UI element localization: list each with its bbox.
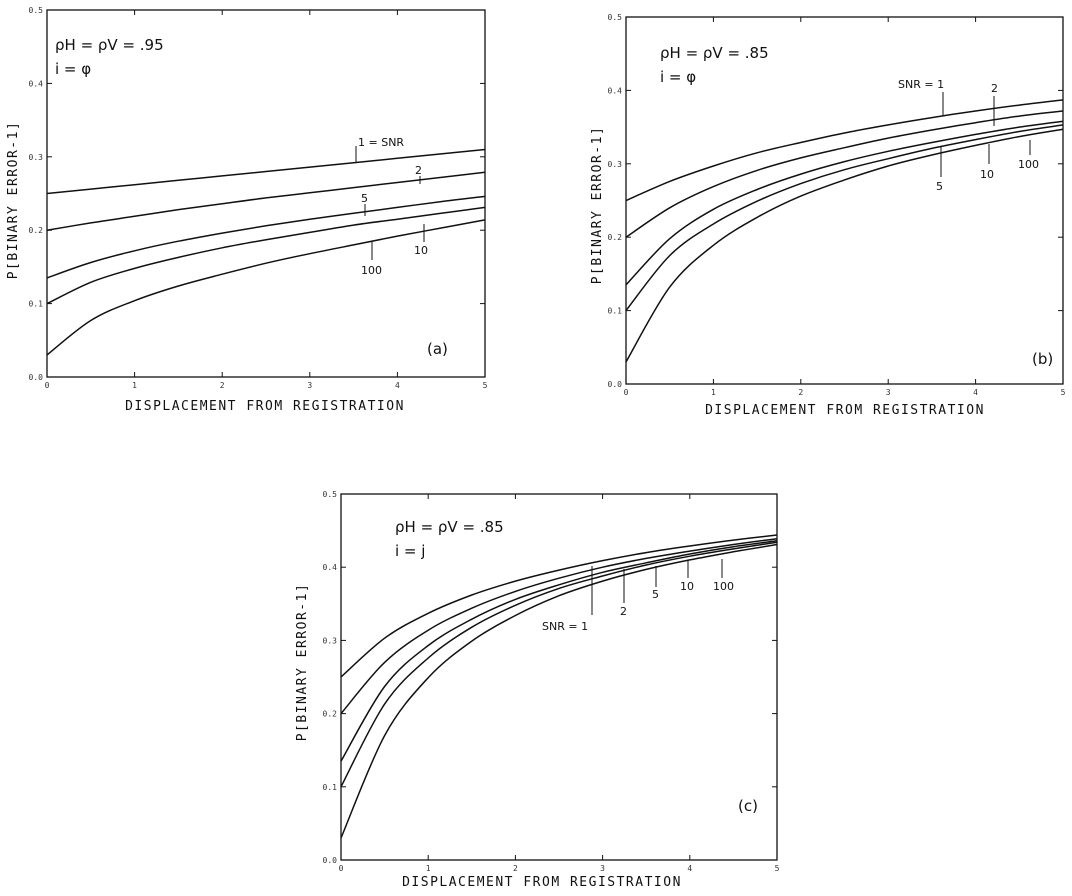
chart-panel-c: ρH = ρV = .85 i = j SNR = 1 2 5 10 100 (… bbox=[295, 490, 780, 890]
x-axis-title: DISPLACEMENT FROM REGISTRATION bbox=[705, 403, 985, 418]
curve-label-3: 5 bbox=[652, 588, 659, 601]
series-line-4 bbox=[340, 541, 778, 788]
curve-label-5: 100 bbox=[361, 264, 382, 277]
x-tick-label: 4 bbox=[973, 388, 978, 397]
plot-frame bbox=[46, 9, 486, 378]
panel-label: (b) bbox=[1032, 350, 1053, 368]
y-tick-label: 0.3 bbox=[29, 153, 44, 162]
param-line-2: i = φ bbox=[55, 60, 91, 78]
y-tick-label: 0.4 bbox=[608, 86, 623, 95]
panel-label: (a) bbox=[427, 340, 448, 358]
series-line-5 bbox=[46, 219, 486, 356]
y-axis-title: P[BINARY ERROR-1] bbox=[6, 121, 21, 280]
series-line-4 bbox=[46, 206, 486, 305]
x-tick-label: 0 bbox=[45, 381, 50, 390]
y-tick-label: 0.5 bbox=[323, 490, 338, 499]
x-axis-title: DISPLACEMENT FROM REGISTRATION bbox=[402, 875, 682, 890]
x-tick-label: 1 bbox=[132, 381, 137, 390]
param-line-2: i = j bbox=[395, 542, 425, 560]
curve-label-5: 100 bbox=[1018, 158, 1039, 171]
series-line-1 bbox=[340, 534, 778, 678]
series-line-3 bbox=[625, 120, 1064, 286]
x-tick-label: 1 bbox=[711, 388, 716, 397]
series-line-3 bbox=[46, 195, 486, 279]
curve-label-3: 5 bbox=[361, 192, 368, 205]
curve-label-3: 5 bbox=[936, 180, 943, 193]
x-tick-label: 5 bbox=[1061, 388, 1066, 397]
x-tick-label: 5 bbox=[775, 864, 780, 873]
y-tick-label: 0.3 bbox=[323, 636, 338, 645]
curve-label-4: 10 bbox=[980, 168, 994, 181]
x-tick-label: 1 bbox=[426, 864, 431, 873]
series-line-1 bbox=[625, 99, 1064, 202]
series-line-2 bbox=[340, 537, 778, 715]
chart-panel-b: ρH = ρV = .85 i = φ SNR = 1 2 5 10 100 (… bbox=[590, 13, 1066, 418]
curve-label-4: 10 bbox=[414, 244, 428, 257]
x-tick-label: 2 bbox=[220, 381, 225, 390]
param-line-1: ρH = ρV = .95 bbox=[55, 36, 164, 54]
y-axis-title: P[BINARY ERROR-1] bbox=[295, 583, 310, 742]
series-line-2 bbox=[46, 171, 486, 231]
y-tick-label: 0.3 bbox=[608, 160, 623, 169]
curve-label-2: 2 bbox=[620, 605, 627, 618]
x-tick-label: 4 bbox=[395, 381, 400, 390]
y-tick-label: 0.5 bbox=[29, 6, 44, 15]
x-tick-label: 0 bbox=[339, 864, 344, 873]
x-axis-title: DISPLACEMENT FROM REGISTRATION bbox=[125, 399, 405, 414]
y-tick-label: 0.1 bbox=[608, 307, 623, 316]
curve-label-4: 10 bbox=[680, 580, 694, 593]
curve-label-5: 100 bbox=[713, 580, 734, 593]
x-tick-label: 5 bbox=[483, 381, 488, 390]
param-line-2: i = φ bbox=[660, 68, 696, 86]
x-tick-label: 0 bbox=[624, 388, 629, 397]
x-tick-label: 2 bbox=[798, 388, 803, 397]
y-tick-label: 0.1 bbox=[29, 300, 44, 309]
param-line-1: ρH = ρV = .85 bbox=[395, 518, 504, 536]
x-tick-label: 3 bbox=[886, 388, 891, 397]
y-tick-label: 0.0 bbox=[323, 856, 338, 865]
x-tick-label: 4 bbox=[687, 864, 692, 873]
series-line-3 bbox=[340, 540, 778, 762]
x-tick-label: 3 bbox=[600, 864, 605, 873]
series-line-4 bbox=[625, 124, 1064, 312]
y-tick-label: 0.1 bbox=[323, 783, 338, 792]
curve-label-2: 2 bbox=[991, 82, 998, 95]
y-tick-label: 0.2 bbox=[29, 226, 44, 235]
series-line-1 bbox=[46, 148, 486, 195]
y-tick-label: 0.0 bbox=[29, 373, 44, 382]
series-line-5 bbox=[340, 543, 778, 839]
y-tick-label: 0.2 bbox=[608, 233, 623, 242]
x-tick-label: 3 bbox=[307, 381, 312, 390]
curve-label-1: 1 = SNR bbox=[358, 136, 404, 149]
x-tick-label: 2 bbox=[513, 864, 518, 873]
series-line-5 bbox=[625, 128, 1064, 363]
y-tick-label: 0.4 bbox=[323, 563, 338, 572]
y-axis-title: P[BINARY ERROR-1] bbox=[590, 126, 605, 285]
y-tick-label: 0.5 bbox=[608, 13, 623, 22]
curve-label-2: 2 bbox=[415, 164, 422, 177]
y-tick-label: 0.0 bbox=[608, 380, 623, 389]
y-tick-label: 0.2 bbox=[323, 710, 338, 719]
series-line-2 bbox=[625, 110, 1064, 238]
y-tick-label: 0.4 bbox=[29, 79, 44, 88]
curve-label-1: SNR = 1 bbox=[542, 620, 588, 633]
panel-label: (c) bbox=[738, 797, 758, 815]
param-line-1: ρH = ρV = .85 bbox=[660, 44, 769, 62]
curve-label-1: SNR = 1 bbox=[898, 78, 944, 91]
chart-panel-a: ρH = ρV = .95 i = φ 1 = SNR 2 5 10 100 (… bbox=[6, 6, 488, 414]
